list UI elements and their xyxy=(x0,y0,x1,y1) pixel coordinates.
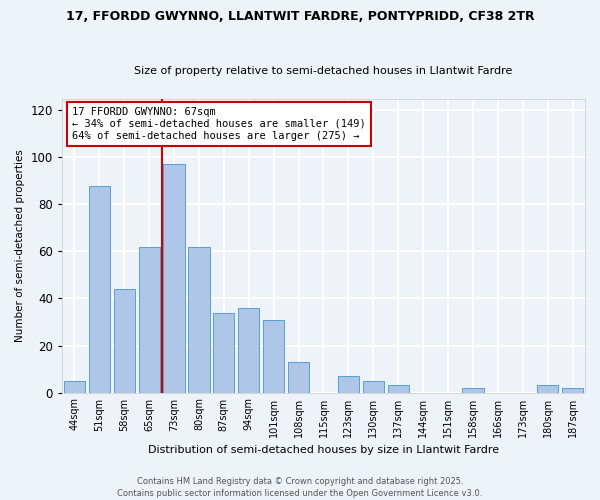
Bar xyxy=(113,289,135,393)
Bar xyxy=(89,186,110,392)
Bar xyxy=(213,312,235,392)
Text: 17 FFORDD GWYNNO: 67sqm
← 34% of semi-detached houses are smaller (149)
64% of s: 17 FFORDD GWYNNO: 67sqm ← 34% of semi-de… xyxy=(73,108,366,140)
Text: Contains HM Land Registry data © Crown copyright and database right 2025.
Contai: Contains HM Land Registry data © Crown c… xyxy=(118,476,482,498)
Bar xyxy=(64,381,85,392)
Y-axis label: Number of semi-detached properties: Number of semi-detached properties xyxy=(15,149,25,342)
Bar xyxy=(388,386,409,392)
Text: 17, FFORDD GWYNNO, LLANTWIT FARDRE, PONTYPRIDD, CF38 2TR: 17, FFORDD GWYNNO, LLANTWIT FARDRE, PONT… xyxy=(65,10,535,23)
Bar xyxy=(188,246,209,392)
Bar xyxy=(263,320,284,392)
Bar xyxy=(363,381,384,392)
Title: Size of property relative to semi-detached houses in Llantwit Fardre: Size of property relative to semi-detach… xyxy=(134,66,512,76)
Bar xyxy=(463,388,484,392)
Bar xyxy=(238,308,259,392)
X-axis label: Distribution of semi-detached houses by size in Llantwit Fardre: Distribution of semi-detached houses by … xyxy=(148,445,499,455)
Bar xyxy=(163,164,185,392)
Bar xyxy=(537,386,558,392)
Bar xyxy=(139,246,160,392)
Bar xyxy=(562,388,583,392)
Bar xyxy=(338,376,359,392)
Bar xyxy=(288,362,309,392)
